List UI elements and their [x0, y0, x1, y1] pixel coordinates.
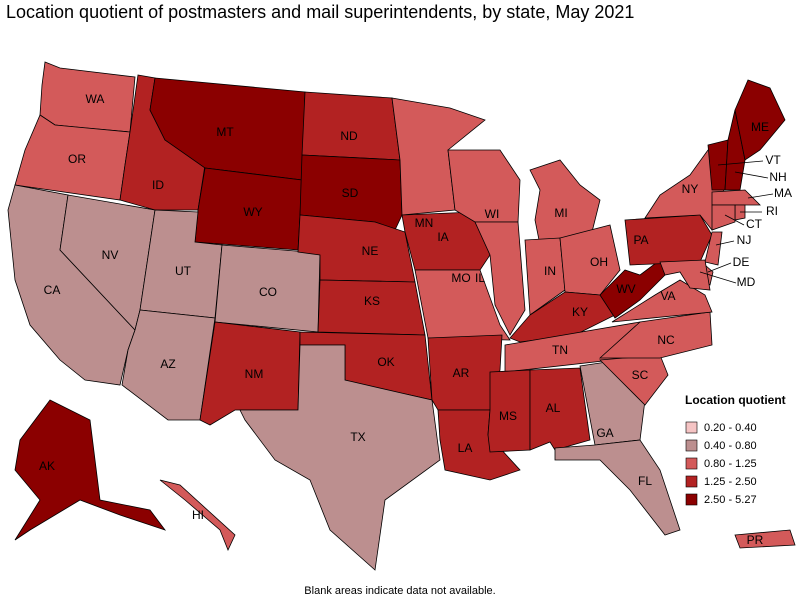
state-label: ID — [152, 178, 164, 192]
state-label: UT — [175, 264, 192, 278]
legend-label: 1.25 - 2.50 — [704, 476, 757, 488]
leader-line — [724, 214, 745, 226]
state-label: MN — [415, 216, 434, 230]
state-label: SC — [632, 368, 649, 382]
legend-label: 0.20 - 0.40 — [704, 422, 757, 434]
state — [121, 309, 216, 421]
state-label: HI — [192, 508, 204, 522]
footnote: Blank areas indicate data not available. — [304, 585, 495, 597]
state-label: CA — [44, 283, 61, 297]
state-label: PR — [747, 533, 764, 547]
legend-swatch — [685, 475, 698, 488]
state-label: NY — [682, 182, 699, 196]
state-label: WI — [485, 207, 500, 221]
state-label: TN — [552, 343, 568, 357]
legend-title: Location quotient — [685, 393, 786, 407]
state — [704, 231, 723, 266]
state — [14, 399, 167, 541]
state-label: CT — [746, 217, 763, 231]
state-label: MI — [554, 206, 567, 220]
state-label: GA — [596, 426, 613, 440]
leader-line — [707, 262, 732, 273]
state — [734, 529, 796, 549]
legend-swatch — [685, 493, 698, 506]
state-label: KS — [364, 294, 380, 308]
leader-line — [715, 240, 735, 246]
state-label: MA — [774, 186, 792, 200]
state-label: CO — [259, 285, 277, 299]
state — [414, 269, 511, 341]
leader-line — [734, 171, 769, 179]
state-label: IL — [475, 271, 485, 285]
state-label: NE — [362, 244, 379, 258]
state — [659, 259, 711, 291]
state-label: AR — [453, 366, 470, 380]
state-label: LA — [458, 441, 473, 455]
state — [724, 109, 746, 191]
state-label: VA — [660, 289, 675, 303]
state — [559, 224, 621, 296]
state-label: AK — [39, 459, 55, 473]
legend-label: 0.80 - 1.25 — [704, 458, 757, 470]
state-label: FL — [638, 474, 652, 488]
legend-label: 2.50 - 5.27 — [704, 494, 757, 506]
state-label: AZ — [160, 357, 175, 371]
state-label: MO — [451, 271, 470, 285]
state-label: NH — [769, 170, 786, 184]
state-label: NC — [657, 333, 675, 347]
state-label: RI — [766, 204, 778, 218]
leader-line — [699, 271, 737, 284]
state-label: OR — [68, 152, 86, 166]
state-label: OK — [377, 355, 394, 369]
state-label: WA — [86, 92, 105, 106]
state-label: DE — [733, 255, 750, 269]
map-title: Location quotient of postmasters and mai… — [6, 2, 634, 22]
state-label: IA — [437, 230, 448, 244]
state-label: MT — [216, 125, 234, 139]
state-label: AL — [546, 401, 561, 415]
state — [734, 204, 746, 221]
state-label: MS — [499, 409, 517, 423]
state-label: NJ — [737, 233, 752, 247]
state-label: MD — [737, 275, 756, 289]
states — [7, 61, 796, 571]
state-label: VT — [765, 153, 781, 167]
state — [474, 221, 526, 336]
legend: 0.20 - 0.40 0.40 - 0.80 0.80 - 1.25 1.25 - … — [685, 421, 757, 506]
state — [194, 167, 303, 251]
legend-swatch — [685, 421, 698, 434]
state — [598, 311, 713, 359]
legend-label: 0.40 - 0.80 — [704, 440, 757, 452]
state-label: NV — [102, 248, 119, 262]
state-label: KY — [572, 305, 588, 319]
leader-line — [747, 193, 774, 199]
state — [734, 79, 786, 161]
state — [239, 344, 441, 571]
state — [711, 189, 761, 206]
legend-swatch — [685, 439, 698, 452]
state — [554, 439, 681, 536]
state — [301, 91, 401, 161]
state — [711, 204, 736, 231]
state-label: OH — [590, 255, 608, 269]
legend-swatch — [685, 457, 698, 470]
state-label: IN — [544, 264, 556, 278]
state-label: SD — [342, 186, 359, 200]
state-label: ND — [340, 129, 358, 143]
state-label: WY — [243, 205, 262, 219]
state — [159, 479, 236, 552]
state-label: PA — [633, 233, 648, 247]
state-label: WV — [616, 282, 635, 296]
state-label: ME — [751, 120, 769, 134]
leader-line — [717, 160, 764, 166]
state-label: NM — [245, 367, 264, 381]
state-label: TX — [350, 430, 365, 444]
